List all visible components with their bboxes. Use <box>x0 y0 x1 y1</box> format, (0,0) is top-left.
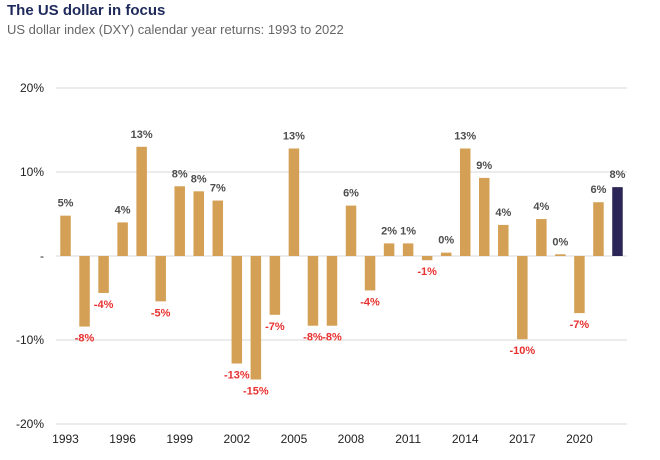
x-tick-label: 1999 <box>166 432 193 446</box>
data-label: 4% <box>533 201 549 213</box>
bar <box>574 256 585 314</box>
bar <box>498 224 509 256</box>
data-label: -5% <box>151 307 171 319</box>
data-label: -4% <box>94 299 114 311</box>
bar <box>174 186 185 256</box>
x-tick-label: 2011 <box>395 432 421 446</box>
x-tick-label: 1996 <box>109 432 136 446</box>
bar <box>345 205 357 256</box>
bar <box>593 202 604 256</box>
data-label: -8% <box>322 332 342 344</box>
data-label: 13% <box>131 129 153 141</box>
bar <box>231 256 243 364</box>
data-label: 1% <box>400 225 416 237</box>
x-tick-label: 2005 <box>281 432 308 446</box>
data-label: -8% <box>303 332 323 344</box>
x-tick-label: 2020 <box>566 432 593 446</box>
y-tick-label: -20% <box>16 417 44 431</box>
data-label: 13% <box>454 130 476 142</box>
bar <box>60 215 71 256</box>
bar <box>536 219 547 256</box>
bar <box>459 148 471 256</box>
data-label: -4% <box>360 296 380 308</box>
bar <box>155 256 166 302</box>
data-label: 8% <box>191 173 207 185</box>
bar <box>440 252 452 256</box>
data-label: -13% <box>224 370 250 382</box>
bar <box>269 256 281 315</box>
data-label: -8% <box>75 333 95 345</box>
data-label: -7% <box>570 319 590 331</box>
x-tick-label: 2014 <box>452 432 479 446</box>
y-tick-label: 20% <box>20 81 44 95</box>
data-label: 13% <box>283 130 305 142</box>
data-label: -15% <box>243 385 269 397</box>
bar <box>421 256 433 261</box>
chart-title: The US dollar in focus <box>7 2 166 19</box>
data-label: 2% <box>381 225 397 237</box>
data-label: 0% <box>438 235 454 247</box>
x-tick-label: 1993 <box>52 432 79 446</box>
data-label: 8% <box>172 168 188 180</box>
y-tick-label: - <box>40 249 44 263</box>
y-tick-label: -10% <box>16 333 44 347</box>
bar <box>288 148 300 256</box>
bar <box>402 243 414 256</box>
x-tick-label: 2017 <box>509 432 536 446</box>
bar <box>517 256 528 340</box>
bar <box>383 243 395 256</box>
bar <box>117 222 128 256</box>
bar <box>479 177 490 256</box>
bar <box>193 191 204 256</box>
chart-subtitle: US dollar index (DXY) calendar year retu… <box>7 22 344 37</box>
bar <box>307 256 319 326</box>
data-label: 6% <box>343 188 359 200</box>
bar <box>364 256 376 291</box>
y-tick-label: 10% <box>20 165 44 179</box>
bar <box>250 256 262 380</box>
bar <box>136 146 147 256</box>
data-label: 7% <box>210 183 226 195</box>
bar <box>326 256 338 326</box>
bar <box>612 187 623 256</box>
bar <box>555 254 566 256</box>
data-label: -1% <box>417 266 437 278</box>
bar <box>79 256 90 327</box>
data-label: 5% <box>58 198 74 210</box>
x-tick-label: 2002 <box>223 432 250 446</box>
data-label: 0% <box>552 236 568 248</box>
data-label: 8% <box>610 169 626 181</box>
bar <box>98 256 109 293</box>
data-label: 4% <box>115 204 131 216</box>
data-label: -7% <box>265 321 285 333</box>
data-label: -10% <box>509 345 535 357</box>
x-tick-label: 2008 <box>338 432 365 446</box>
bar <box>212 200 224 256</box>
data-label: 4% <box>495 207 511 219</box>
data-label: 6% <box>590 184 606 196</box>
data-label: 9% <box>476 160 492 172</box>
